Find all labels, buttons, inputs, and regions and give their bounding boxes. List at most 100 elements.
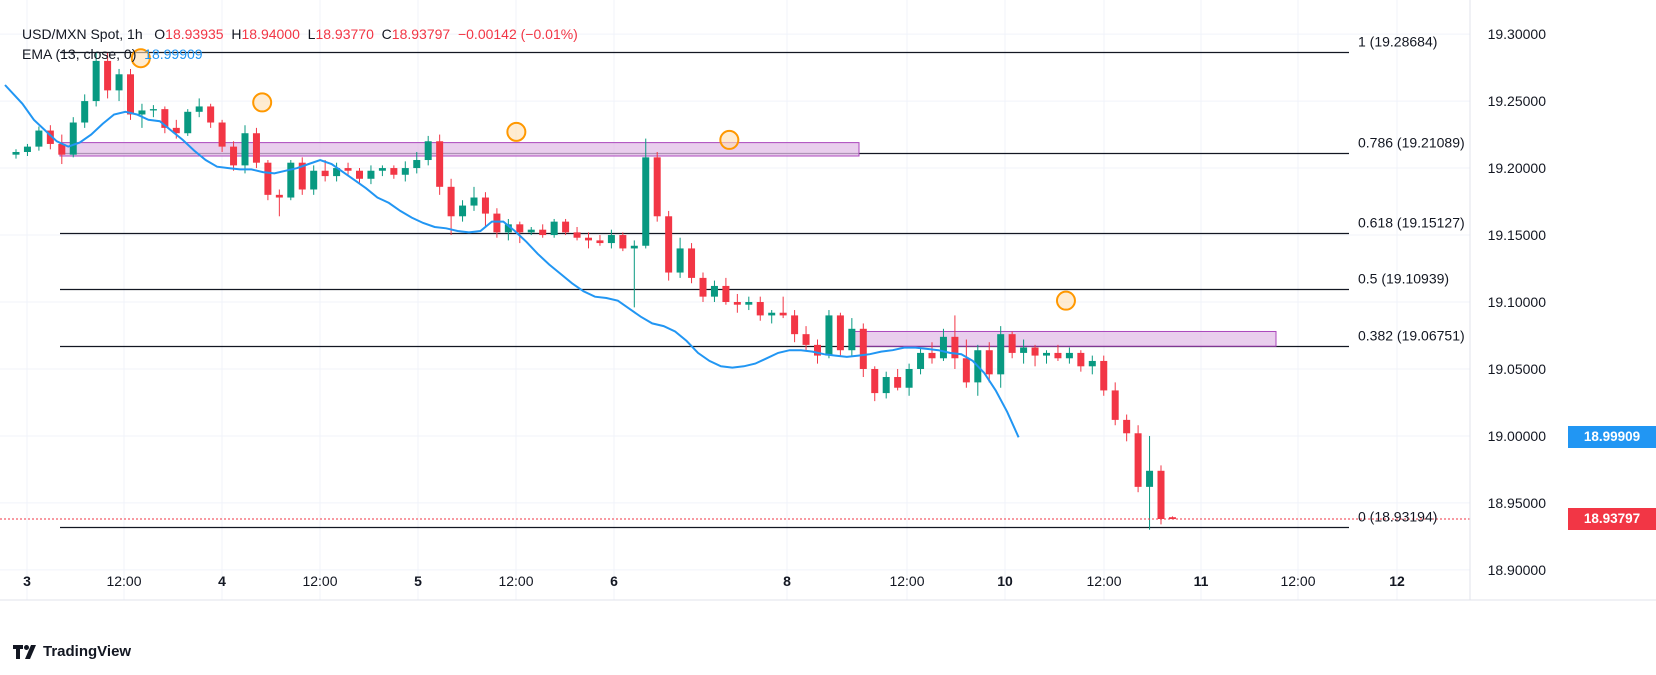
zone-rect	[850, 330, 1277, 347]
candle-body	[1168, 517, 1176, 520]
peak-marker	[719, 129, 740, 150]
candles	[12, 52, 1176, 530]
legend-low: 18.93770	[315, 26, 374, 42]
candle-body	[642, 157, 650, 246]
candle-body	[699, 277, 707, 297]
candle-body	[733, 302, 741, 305]
candle-body	[149, 109, 157, 111]
candle-body	[802, 334, 810, 345]
legend-ema: EMA (13, close, 0) 18.99909	[22, 46, 203, 62]
candle-body	[997, 334, 1005, 375]
candle-body	[367, 170, 375, 179]
candle-body	[1123, 419, 1131, 434]
time-tick-label: 12:00	[1086, 573, 1121, 589]
candle-body	[1111, 390, 1119, 420]
candle-body	[1157, 470, 1165, 520]
candle-body	[436, 141, 444, 187]
candle-body	[333, 168, 341, 177]
peak-marker	[1055, 290, 1076, 311]
legend-ema-label: EMA (13, close, 0)	[22, 46, 137, 62]
candle-body	[756, 302, 764, 316]
candle-body	[985, 350, 993, 375]
legend-close-label: C	[381, 26, 392, 42]
fib-label: 1 (19.28684)	[1358, 34, 1437, 50]
candle-body	[195, 106, 203, 112]
candle-body	[172, 127, 180, 134]
candle-body	[493, 213, 501, 233]
price-tick-label: 19.20000	[1488, 160, 1547, 176]
candle-body	[516, 224, 524, 233]
candle-body	[539, 229, 547, 236]
candle-body	[1020, 347, 1028, 353]
candle-body	[23, 146, 31, 152]
candle-body	[1146, 470, 1154, 487]
time-tick-label: 12:00	[498, 573, 533, 589]
markers	[130, 48, 1076, 311]
time-tick-label: 6	[610, 573, 618, 589]
candle-body	[653, 157, 661, 217]
candle-body	[92, 60, 100, 102]
peak-marker	[130, 48, 151, 69]
candle-body	[481, 197, 489, 214]
tradingview-logo-text: TradingView	[43, 643, 132, 660]
legend-change: −0.00142 (−0.01%)	[457, 26, 578, 42]
candle-body	[619, 235, 627, 249]
legend-ema-value: 18.99909	[144, 46, 203, 62]
candle-body	[665, 216, 673, 273]
candle-body	[745, 302, 753, 305]
candle-body	[722, 285, 730, 303]
candle-body	[310, 170, 318, 190]
candle-body	[894, 377, 902, 388]
candle-body	[35, 130, 43, 147]
candle-body	[585, 237, 592, 241]
candle-body	[871, 368, 879, 394]
time-tick-label: 5	[414, 573, 422, 589]
legend-open: 18.93935	[165, 26, 224, 42]
legend-open-label: O	[154, 26, 166, 42]
candle-body	[275, 194, 283, 198]
ema-price-tag: 18.99909	[1568, 426, 1656, 449]
fib-labels: 1 (19.28684) 0.786 (19.21089) 0.618 (19.15…	[1358, 34, 1465, 525]
time-tick-label: 12:00	[106, 573, 141, 589]
candle-body	[905, 368, 913, 388]
legend-ohlc: USD/MXN Spot, 1h O18.93935 H18.94000 L18…	[22, 26, 578, 42]
candle-body	[241, 133, 249, 166]
candle-body	[836, 315, 844, 351]
candle-body	[1065, 352, 1073, 359]
candle-body	[230, 146, 238, 166]
time-tick-label: 3	[23, 573, 31, 589]
price-tick-label: 19.30000	[1488, 26, 1547, 42]
price-tick-label: 18.95000	[1488, 495, 1547, 511]
price-tick-label: 19.15000	[1488, 227, 1547, 243]
candle-body	[218, 122, 226, 147]
candle-body	[161, 109, 169, 128]
candle-body	[378, 168, 386, 171]
candle-body	[207, 106, 215, 123]
candle-body	[607, 235, 615, 244]
candle-body	[710, 285, 718, 297]
candle-body	[1043, 352, 1050, 356]
time-tick-label: 8	[783, 573, 791, 589]
time-scale[interactable]: 3 12:00 4 12:00 5 12:00 6 8 12:00 10 12:00 11 12:00 1…	[23, 573, 1405, 589]
peak-marker	[506, 121, 527, 142]
candle-body	[127, 74, 134, 115]
candle-body	[413, 160, 421, 169]
candle-body	[459, 205, 467, 217]
candle-body	[46, 130, 54, 144]
candle-body	[138, 110, 146, 115]
legend-close: 18.93797	[391, 26, 451, 42]
legend-low-label: L	[307, 26, 316, 42]
tradingview-logo[interactable]: TradingView	[13, 643, 131, 660]
candle-body	[356, 170, 363, 179]
candle-body	[917, 352, 925, 369]
price-scale[interactable]: 19.30000 19.25000 19.20000 19.15000 19.10000…	[1488, 26, 1547, 578]
candle-body	[768, 312, 776, 316]
time-tick-label: 4	[218, 573, 226, 589]
candle-body	[848, 328, 856, 351]
candle-body	[401, 168, 409, 175]
candle-body	[1008, 334, 1016, 353]
price-tick-label: 19.00000	[1488, 428, 1547, 444]
price-tick-label: 19.05000	[1488, 361, 1547, 377]
candle-body	[1031, 347, 1039, 356]
